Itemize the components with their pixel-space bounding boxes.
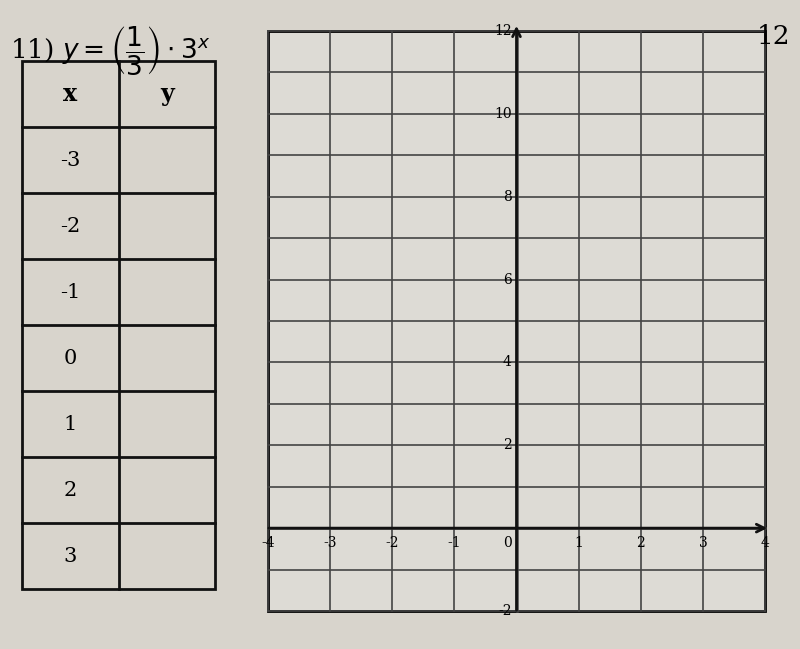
Text: -4: -4 — [261, 536, 275, 550]
Text: -3: -3 — [323, 536, 337, 550]
Text: -2: -2 — [386, 536, 399, 550]
Text: -2: -2 — [498, 604, 511, 618]
Text: 1: 1 — [574, 536, 583, 550]
Text: 1: 1 — [63, 415, 77, 434]
Bar — [22, 61, 215, 589]
Text: -1: -1 — [60, 282, 81, 302]
Text: 6: 6 — [502, 273, 511, 287]
Text: 10: 10 — [494, 107, 511, 121]
Text: 0: 0 — [502, 536, 511, 550]
Text: 4: 4 — [502, 356, 511, 369]
Text: 11) $y = \left(\dfrac{1}{3}\right) \cdot 3^x$: 11) $y = \left(\dfrac{1}{3}\right) \cdot… — [10, 24, 210, 77]
Text: x: x — [63, 82, 78, 106]
Text: -2: -2 — [60, 217, 80, 236]
Text: 3: 3 — [698, 536, 707, 550]
Text: 4: 4 — [761, 536, 770, 550]
Text: 0: 0 — [63, 349, 77, 367]
Text: 2: 2 — [502, 438, 511, 452]
Text: 8: 8 — [502, 190, 511, 204]
Text: 3: 3 — [63, 546, 77, 565]
Bar — [268, 31, 765, 611]
Text: y: y — [160, 82, 174, 106]
Text: -1: -1 — [447, 536, 461, 550]
Text: 2: 2 — [636, 536, 645, 550]
Text: -3: -3 — [60, 151, 81, 169]
Text: 12: 12 — [756, 24, 790, 49]
Text: 12: 12 — [494, 24, 511, 38]
Text: 2: 2 — [64, 480, 77, 500]
